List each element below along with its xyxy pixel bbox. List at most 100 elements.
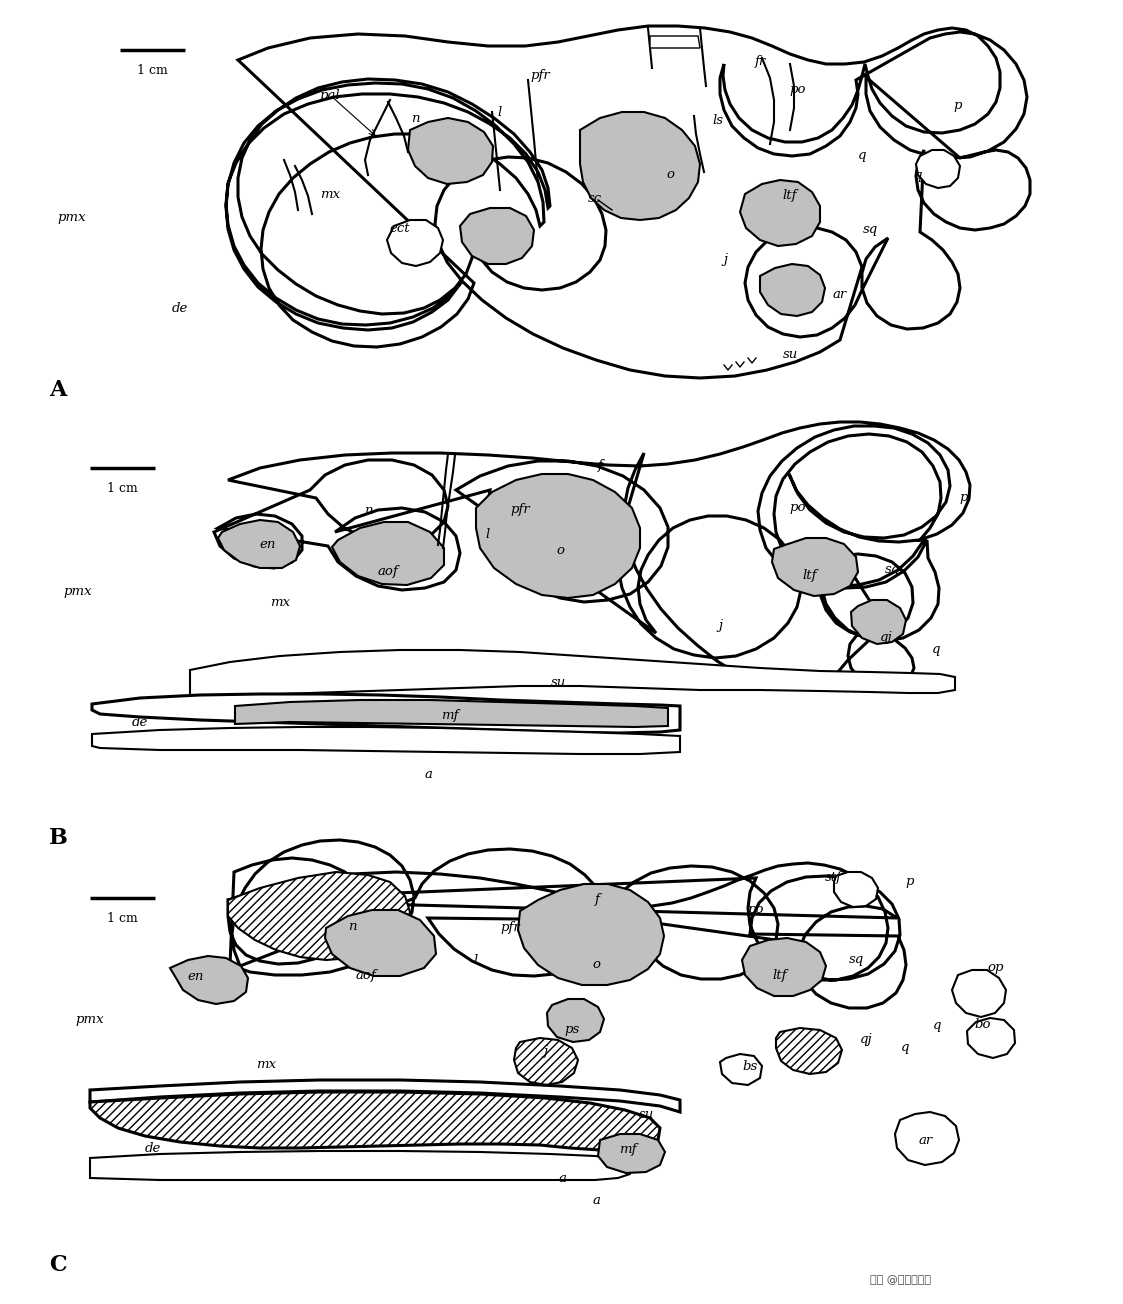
- Polygon shape: [460, 209, 535, 263]
- Polygon shape: [387, 220, 442, 266]
- Text: su: su: [550, 675, 566, 689]
- Polygon shape: [776, 1028, 842, 1074]
- Text: bs: bs: [742, 1060, 758, 1073]
- Text: pfr: pfr: [530, 69, 550, 81]
- Text: 1 cm: 1 cm: [137, 64, 167, 77]
- Text: aof: aof: [377, 566, 399, 579]
- Polygon shape: [92, 728, 681, 754]
- Text: p: p: [960, 492, 968, 505]
- Text: pal: pal: [320, 89, 340, 102]
- Polygon shape: [214, 422, 970, 689]
- Text: q: q: [901, 1041, 910, 1054]
- Text: su: su: [783, 348, 797, 361]
- Text: o: o: [556, 544, 564, 557]
- Polygon shape: [916, 150, 960, 188]
- Text: qj: qj: [860, 1034, 873, 1047]
- Text: n: n: [348, 921, 356, 934]
- Polygon shape: [518, 884, 664, 985]
- Polygon shape: [579, 112, 700, 220]
- Polygon shape: [650, 37, 700, 48]
- Text: l: l: [497, 106, 502, 119]
- Polygon shape: [190, 649, 955, 702]
- Polygon shape: [772, 539, 858, 596]
- Text: 1 cm: 1 cm: [107, 911, 138, 925]
- Text: sc: sc: [588, 192, 602, 205]
- Polygon shape: [740, 180, 820, 246]
- Text: p: p: [906, 875, 914, 888]
- Polygon shape: [967, 1018, 1015, 1058]
- Text: pmx: pmx: [57, 211, 86, 224]
- Text: n: n: [364, 503, 372, 516]
- Polygon shape: [514, 1038, 578, 1085]
- Text: po: po: [789, 83, 806, 96]
- Text: l: l: [474, 953, 478, 966]
- Text: o: o: [592, 958, 600, 971]
- Text: qj: qj: [879, 631, 893, 644]
- Polygon shape: [851, 600, 906, 644]
- Text: f: f: [594, 893, 600, 906]
- Text: ltf: ltf: [773, 969, 787, 982]
- Text: pmx: pmx: [64, 585, 92, 599]
- Text: a: a: [424, 768, 432, 781]
- Text: a: a: [592, 1193, 600, 1206]
- Text: su: su: [638, 1108, 654, 1121]
- Text: de: de: [145, 1141, 162, 1154]
- Text: stf: stf: [824, 871, 841, 884]
- Text: op: op: [988, 961, 1004, 974]
- Text: q: q: [933, 1020, 941, 1033]
- Text: mx: mx: [270, 596, 290, 609]
- Polygon shape: [325, 910, 436, 975]
- Text: bo: bo: [975, 1018, 992, 1031]
- Text: C: C: [49, 1254, 66, 1277]
- Text: j: j: [718, 618, 722, 631]
- Polygon shape: [599, 1134, 665, 1174]
- Text: sq: sq: [885, 563, 900, 576]
- Text: sq: sq: [848, 953, 864, 966]
- Text: ect: ect: [390, 222, 410, 235]
- Polygon shape: [228, 840, 906, 1008]
- Text: f: f: [597, 459, 602, 472]
- Text: fr: fr: [755, 56, 766, 69]
- Text: q: q: [932, 643, 940, 656]
- Polygon shape: [476, 473, 640, 599]
- Text: po: po: [748, 904, 765, 917]
- Polygon shape: [90, 1151, 630, 1180]
- Polygon shape: [547, 999, 604, 1042]
- Text: q: q: [914, 168, 922, 181]
- Polygon shape: [90, 1091, 660, 1150]
- Text: mx: mx: [320, 189, 340, 202]
- Text: ltf: ltf: [783, 189, 797, 202]
- Polygon shape: [170, 956, 248, 1004]
- Text: mf: mf: [441, 709, 459, 722]
- Text: a: a: [558, 1171, 566, 1184]
- Text: ps: ps: [565, 1024, 579, 1037]
- Text: po: po: [789, 501, 806, 514]
- Text: pmx: pmx: [75, 1013, 104, 1026]
- Polygon shape: [760, 263, 825, 316]
- Text: mf: mf: [619, 1144, 637, 1157]
- Polygon shape: [834, 872, 878, 908]
- Text: l: l: [486, 528, 490, 541]
- Text: aof: aof: [356, 969, 376, 982]
- Polygon shape: [90, 1080, 681, 1112]
- Text: n: n: [411, 112, 419, 124]
- Text: ls: ls: [712, 113, 723, 126]
- Text: q: q: [858, 149, 866, 162]
- Text: 1 cm: 1 cm: [107, 482, 138, 496]
- Text: B: B: [48, 827, 67, 849]
- Text: de: de: [172, 301, 189, 314]
- Polygon shape: [218, 520, 300, 569]
- Polygon shape: [332, 522, 444, 585]
- Text: en: en: [259, 539, 276, 552]
- Text: pfr: pfr: [500, 921, 520, 934]
- Text: de: de: [131, 716, 148, 729]
- Polygon shape: [92, 694, 681, 733]
- Text: sq: sq: [862, 223, 878, 236]
- Polygon shape: [235, 700, 668, 728]
- Text: ar: ar: [833, 288, 847, 301]
- Text: A: A: [49, 379, 66, 402]
- Text: j: j: [723, 253, 727, 266]
- Text: en: en: [188, 970, 204, 983]
- Text: p: p: [953, 99, 962, 112]
- Text: ltf: ltf: [803, 569, 818, 582]
